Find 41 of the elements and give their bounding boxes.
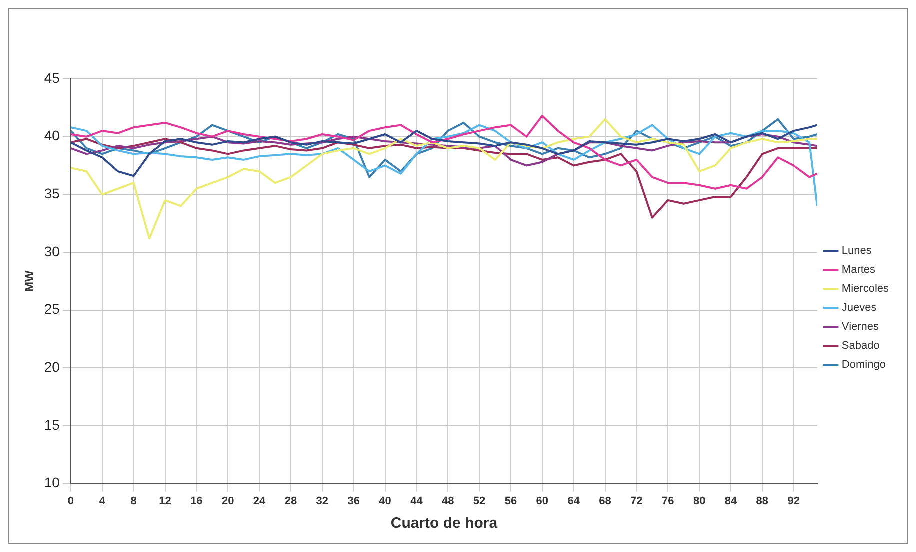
legend-label: Miercoles bbox=[842, 283, 890, 296]
y-tick-label: 30 bbox=[44, 243, 60, 260]
y-tick-label: 45 bbox=[44, 70, 60, 86]
x-tick-label: 16 bbox=[190, 495, 203, 508]
y-tick-label: 20 bbox=[44, 359, 60, 375]
legend-label: Lunes bbox=[842, 245, 872, 258]
x-tick-label: 92 bbox=[788, 495, 800, 508]
x-tick-label: 60 bbox=[536, 495, 549, 508]
y-tick-label: 15 bbox=[44, 416, 60, 433]
legend-label: Viernes bbox=[842, 321, 880, 334]
x-tick-label: 44 bbox=[410, 495, 424, 508]
x-tick-label: 32 bbox=[316, 495, 329, 508]
x-tick-label: 64 bbox=[568, 495, 581, 508]
x-tick-label: 76 bbox=[662, 495, 674, 508]
x-tick-label: 8 bbox=[130, 495, 137, 508]
legend-label: Martes bbox=[842, 264, 876, 276]
x-tick-label: 56 bbox=[504, 495, 518, 508]
x-tick-label: 20 bbox=[222, 495, 234, 508]
x-tick-label: 88 bbox=[756, 495, 769, 508]
y-tick-label: 10 bbox=[44, 474, 60, 491]
x-tick-label: 52 bbox=[473, 495, 486, 508]
x-tick-label: 84 bbox=[724, 495, 738, 508]
x-tick-label: 4 bbox=[99, 495, 106, 508]
x-tick-label: 80 bbox=[693, 495, 706, 508]
x-tick-label: 12 bbox=[159, 495, 172, 508]
x-tick-label: 36 bbox=[348, 495, 360, 508]
y-tick-label: 40 bbox=[44, 128, 60, 144]
x-tick-label: 24 bbox=[253, 495, 267, 508]
x-tick-label: 0 bbox=[68, 495, 74, 508]
y-axis-title: MW bbox=[22, 270, 37, 292]
x-tick-label: 68 bbox=[599, 495, 612, 508]
legend-label: Domingo bbox=[842, 359, 886, 372]
y-tick-label: 35 bbox=[44, 186, 60, 202]
x-axis-title: Cuarto de hora bbox=[390, 515, 498, 532]
x-tick-label: 40 bbox=[379, 495, 392, 508]
x-tick-label: 72 bbox=[630, 495, 643, 508]
legend-label: Sabado bbox=[842, 340, 880, 352]
y-tick-label: 25 bbox=[44, 301, 60, 318]
legend-label: Jueves bbox=[842, 302, 878, 314]
x-tick-label: 48 bbox=[442, 495, 454, 508]
x-tick-label: 28 bbox=[284, 495, 298, 508]
